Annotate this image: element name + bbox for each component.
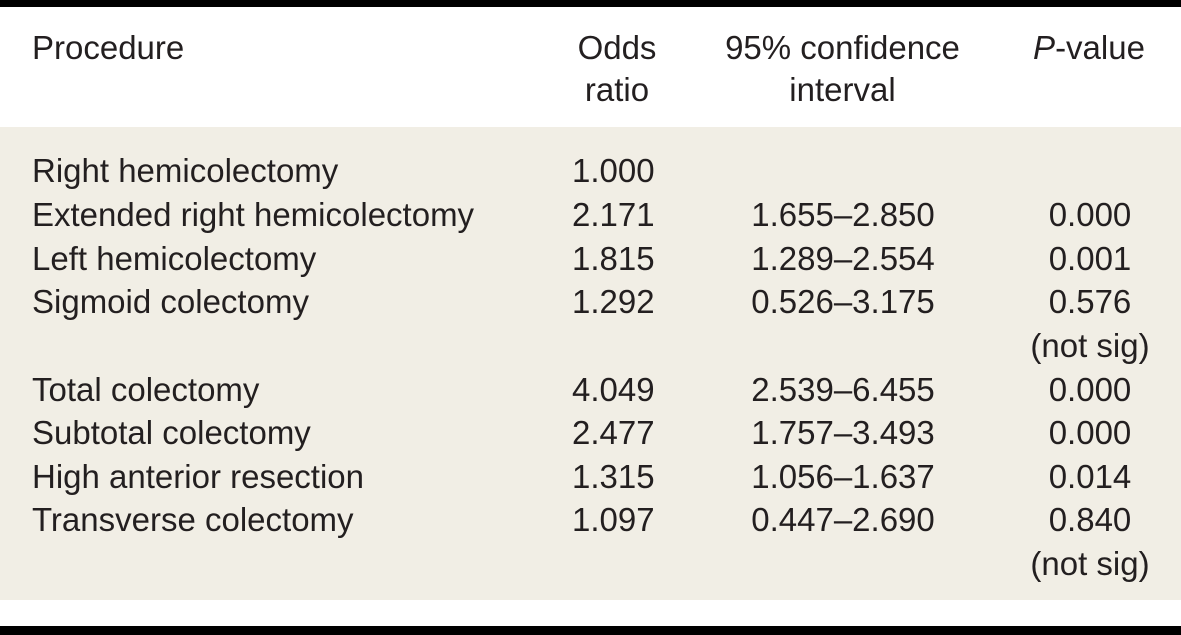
cell-procedure: Left hemicolectomy xyxy=(32,240,317,277)
cell-p-value: 0.000 xyxy=(1048,196,1132,233)
header-p-italic: P xyxy=(1033,29,1056,66)
cell-p-value: 0.840 xyxy=(1048,501,1132,538)
cell-odds-ratio: 2.477 xyxy=(572,414,655,451)
table-row: Subtotal colectomy 2.477 1.757–3.493 0.0… xyxy=(0,411,1181,455)
cell-odds-ratio: 1.097 xyxy=(572,501,655,538)
cell-confidence-interval: 1.757–3.493 xyxy=(751,414,935,451)
table-bottom-rule xyxy=(0,626,1181,635)
table-row: Right hemicolectomy 1.000 xyxy=(0,149,1181,193)
cell-odds-ratio: 1.315 xyxy=(572,458,655,495)
cell-confidence-interval: 1.289–2.554 xyxy=(751,240,935,277)
cell-procedure: Sigmoid colectomy xyxy=(32,283,309,320)
cell-procedure: Total colectomy xyxy=(32,371,260,408)
cell-odds-ratio: 1.815 xyxy=(572,240,655,277)
cell-procedure: Extended right hemicolectomy xyxy=(32,196,475,233)
cell-confidence-interval: 2.539–6.455 xyxy=(751,371,935,408)
header-ci-line1: 95% confidence xyxy=(725,29,960,66)
header-odds-ratio: Odds ratio xyxy=(572,27,662,111)
table-row: Total colectomy 4.049 2.539–6.455 0.000 xyxy=(0,368,1181,412)
header-p-rest: -value xyxy=(1055,29,1145,66)
cell-procedure: Right hemicolectomy xyxy=(32,152,339,189)
cell-significance-note: (not sig) xyxy=(1030,327,1150,364)
cell-p-value: 0.000 xyxy=(1048,371,1132,408)
cell-odds-ratio: 2.171 xyxy=(572,196,655,233)
header-confidence-interval: 95% confidence interval xyxy=(700,27,985,111)
cell-confidence-interval: 1.655–2.850 xyxy=(751,196,935,233)
cell-odds-ratio: 4.049 xyxy=(572,371,655,408)
cell-procedure: High anterior resection xyxy=(32,458,364,495)
table-top-rule xyxy=(0,0,1181,7)
table-body: Right hemicolectomy 1.000 Extended right… xyxy=(0,127,1181,600)
cell-p-value: 0.576 xyxy=(1048,283,1132,320)
cell-p-value: 0.001 xyxy=(1048,240,1132,277)
header-procedure-label: Procedure xyxy=(32,29,185,66)
header-odds-line2: ratio xyxy=(584,71,650,108)
table-row: Extended right hemicolectomy 2.171 1.655… xyxy=(0,193,1181,237)
cell-p-value: 0.014 xyxy=(1048,458,1132,495)
header-procedure: Procedure xyxy=(32,27,184,69)
header-ci-line2: interval xyxy=(789,71,896,108)
cell-confidence-interval: 0.447–2.690 xyxy=(751,501,935,538)
cell-confidence-interval: 1.056–1.637 xyxy=(751,458,935,495)
cell-confidence-interval: 0.526–3.175 xyxy=(751,283,935,320)
table-row: High anterior resection 1.315 1.056–1.63… xyxy=(0,455,1181,499)
cell-p-value: 0.000 xyxy=(1048,414,1132,451)
cell-odds-ratio: 1.292 xyxy=(572,283,655,320)
table-header: Procedure Odds ratio 95% confidence inte… xyxy=(0,7,1181,127)
table-row: Left hemicolectomy 1.815 1.289–2.554 0.0… xyxy=(0,237,1181,281)
cell-significance-note: (not sig) xyxy=(1030,545,1150,582)
table-row: Sigmoid colectomy 1.292 0.526–3.175 0.57… xyxy=(0,280,1181,324)
cell-procedure: Transverse colectomy xyxy=(32,501,354,538)
cell-odds-ratio: 1.000 xyxy=(572,152,655,189)
table-row: Transverse colectomy 1.097 0.447–2.690 0… xyxy=(0,498,1181,542)
cell-procedure: Subtotal colectomy xyxy=(32,414,311,451)
header-odds-line1: Odds xyxy=(577,29,657,66)
header-p-label: P-value xyxy=(1030,27,1148,69)
header-p-value: P-value xyxy=(1030,27,1148,69)
